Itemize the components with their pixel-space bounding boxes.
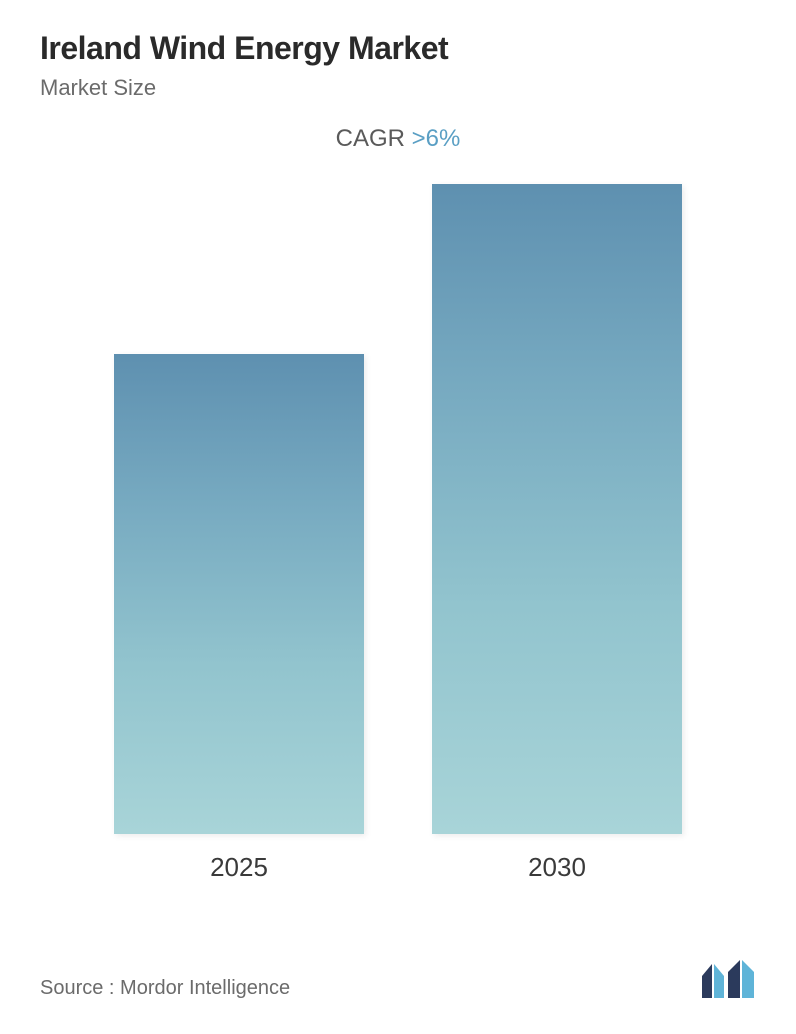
bar-2030 bbox=[432, 184, 682, 834]
cagr-label: CAGR bbox=[336, 125, 412, 152]
footer: Source : Mordor Intelligence bbox=[40, 960, 756, 1000]
chart-subtitle: Market Size bbox=[40, 75, 756, 101]
chart-title: Ireland Wind Energy Market bbox=[40, 30, 756, 67]
cagr-line: CAGR >6% bbox=[40, 125, 756, 153]
bar-2025 bbox=[114, 354, 364, 834]
bar-container-2030: 2030 bbox=[432, 184, 682, 883]
bar-container-2025: 2025 bbox=[114, 354, 364, 883]
cagr-value: >6% bbox=[412, 125, 461, 152]
source-text: Source : Mordor Intelligence bbox=[40, 977, 290, 1000]
bar-chart: 2025 2030 bbox=[40, 203, 756, 883]
bar-label-2030: 2030 bbox=[528, 852, 586, 883]
brand-logo-icon bbox=[700, 960, 756, 1000]
bar-label-2025: 2025 bbox=[210, 852, 268, 883]
